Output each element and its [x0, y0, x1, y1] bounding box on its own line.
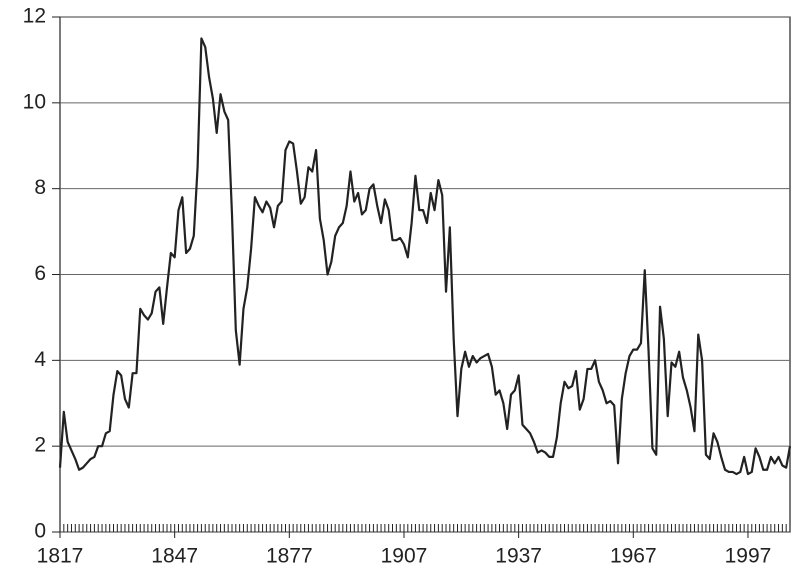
x-tick-label: 1817	[37, 545, 84, 568]
y-tick-label: 10	[23, 90, 46, 113]
y-tick-label: 6	[34, 262, 46, 285]
y-tick-label: 0	[34, 520, 46, 543]
x-tick-label: 1967	[610, 545, 657, 568]
y-tick-label: 12	[23, 5, 46, 28]
x-tick-label: 1907	[381, 545, 428, 568]
x-tick-label: 1997	[725, 545, 772, 568]
x-tick-label: 1847	[151, 545, 198, 568]
y-tick-label: 4	[34, 348, 46, 371]
x-tick-label: 1877	[266, 545, 313, 568]
x-tick-label: 1937	[495, 545, 542, 568]
y-tick-label: 8	[34, 176, 46, 199]
y-tick-label: 2	[34, 434, 46, 457]
data-line	[58, 37, 792, 476]
